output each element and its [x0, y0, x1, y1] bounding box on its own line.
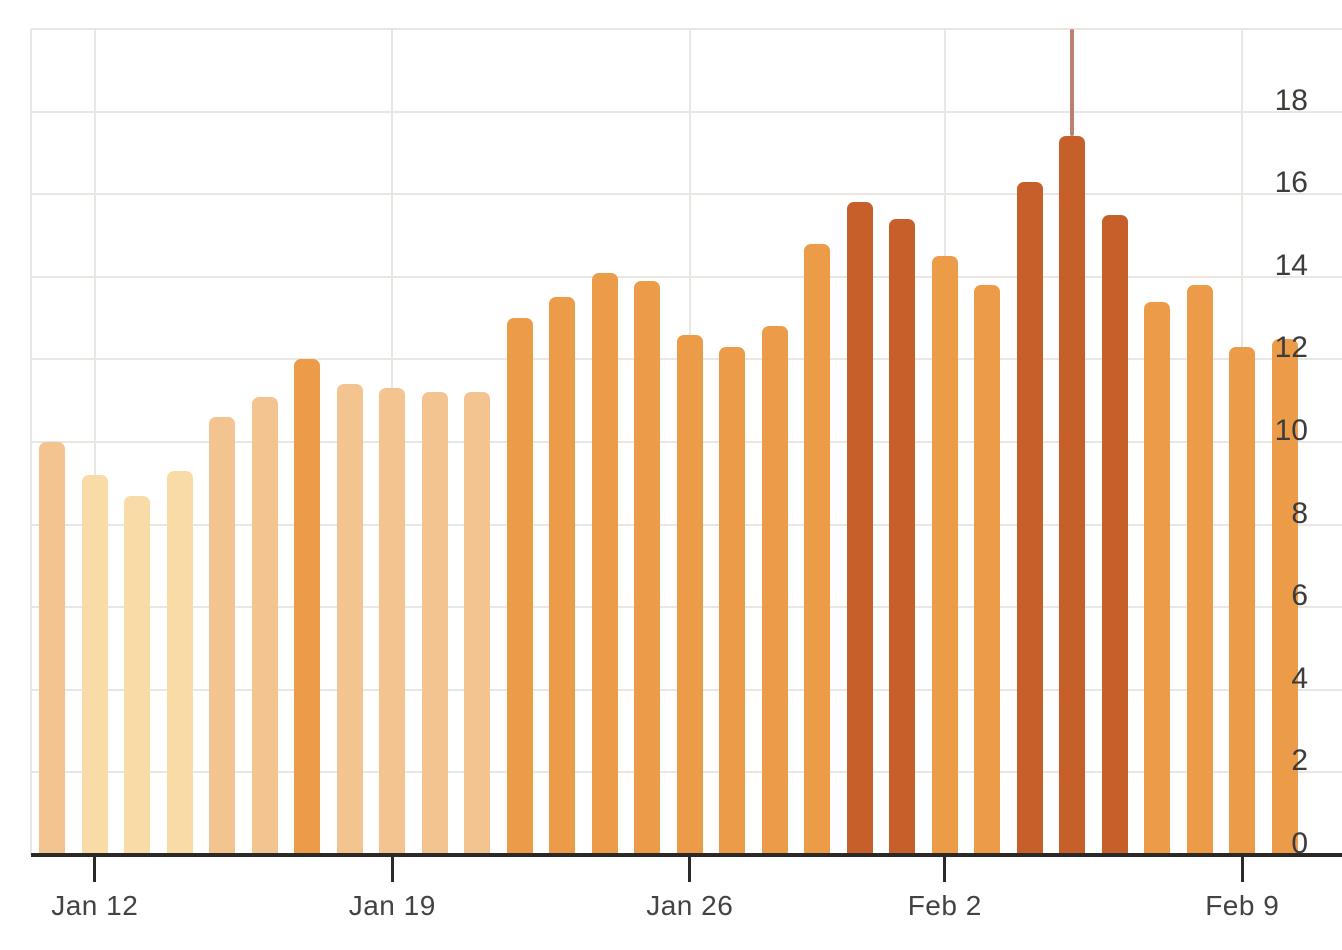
bar[interactable]: [464, 392, 491, 855]
x-axis-label: Feb 2: [907, 890, 982, 921]
bar[interactable]: [1016, 181, 1043, 855]
y-axis-label: 16: [1274, 166, 1308, 200]
bar[interactable]: [1059, 136, 1086, 855]
bar[interactable]: [676, 334, 703, 855]
peak-marker-line: [1070, 29, 1075, 137]
horizontal-gridline: [31, 193, 1342, 196]
x-axis-label: Feb 9: [1205, 890, 1280, 921]
x-axis-tick: [390, 857, 394, 882]
bar[interactable]: [39, 442, 66, 855]
bar[interactable]: [421, 392, 448, 855]
bar[interactable]: [931, 256, 958, 855]
bar[interactable]: [761, 326, 788, 855]
y-axis-label: 4: [1291, 661, 1308, 695]
vertical-gridline: [30, 29, 32, 855]
x-axis-label: Jan 26: [646, 890, 734, 921]
bar[interactable]: [166, 470, 193, 855]
bar[interactable]: [1101, 214, 1128, 855]
bar[interactable]: [804, 243, 831, 855]
x-axis-label: Jan 12: [51, 890, 139, 921]
vertical-gridline: [93, 29, 96, 855]
bar[interactable]: [1186, 285, 1213, 855]
bar[interactable]: [1229, 347, 1256, 855]
bar[interactable]: [889, 218, 916, 855]
bar[interactable]: [294, 359, 321, 855]
bar[interactable]: [719, 347, 746, 855]
horizontal-gridline: [31, 275, 1342, 278]
bar[interactable]: [549, 297, 576, 855]
bar[interactable]: [974, 285, 1001, 855]
y-axis-label: 12: [1274, 331, 1308, 365]
y-axis-label: 14: [1274, 248, 1308, 282]
y-axis-label: 18: [1274, 83, 1308, 117]
x-axis-line: [31, 853, 1342, 857]
bar[interactable]: [1144, 301, 1171, 855]
y-axis-label: 2: [1291, 744, 1308, 778]
bar[interactable]: [1271, 338, 1298, 855]
bar[interactable]: [251, 396, 278, 855]
bar[interactable]: [336, 384, 363, 855]
bar[interactable]: [209, 417, 236, 855]
y-axis-label: 8: [1291, 496, 1308, 530]
y-axis-label: 6: [1291, 579, 1308, 613]
y-axis-label: 10: [1274, 414, 1308, 447]
x-axis-tick: [688, 857, 692, 882]
y-axis-label: 0: [1291, 827, 1308, 860]
bar[interactable]: [846, 202, 873, 855]
bar[interactable]: [634, 280, 661, 855]
x-axis-tick: [1240, 857, 1244, 882]
bar[interactable]: [81, 475, 108, 855]
x-axis-label: Jan 19: [348, 890, 436, 921]
x-axis-tick: [943, 857, 947, 882]
horizontal-gridline: [31, 28, 1342, 30]
bar[interactable]: [124, 495, 151, 855]
horizontal-gridline: [31, 110, 1342, 113]
bar[interactable]: [506, 318, 533, 855]
bar[interactable]: [591, 272, 618, 855]
bar[interactable]: [379, 388, 406, 855]
x-axis-tick: [93, 857, 97, 882]
